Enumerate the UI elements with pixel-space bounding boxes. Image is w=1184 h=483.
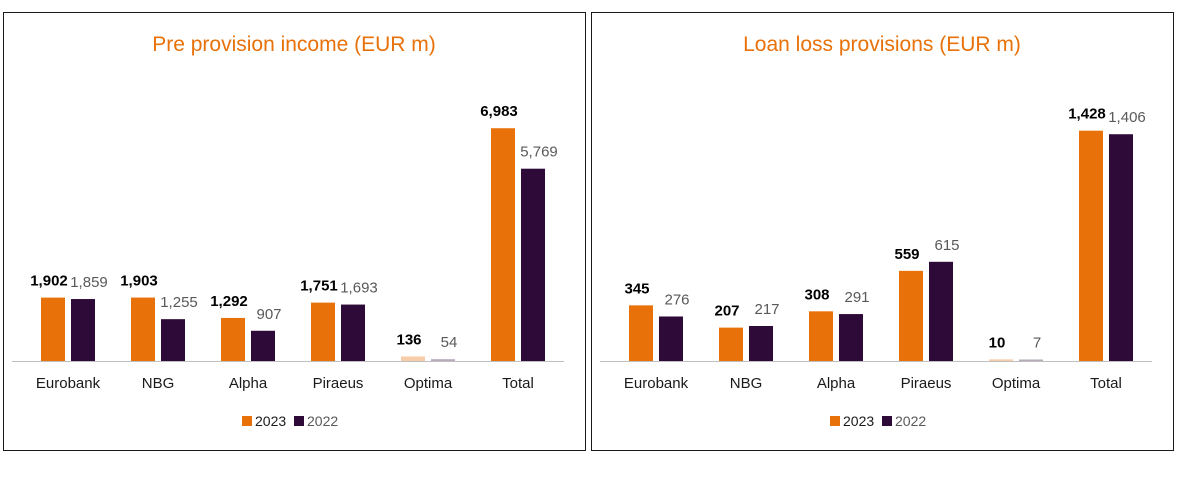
- bar-2023-optima: [401, 356, 425, 361]
- legend-label-2022: 2022: [895, 413, 926, 429]
- chart-title: Pre provision income (EUR m): [152, 33, 436, 56]
- category-label-optima: Optima: [992, 375, 1041, 392]
- bar-2022-piraeus: [341, 304, 365, 361]
- loan-loss-provisions-panel: Loan loss provisions (EUR m) 345 276 Euroba…: [591, 12, 1174, 451]
- loan-loss-provisions-chart: Loan loss provisions (EUR m) 345 276 Euroba…: [600, 33, 1152, 429]
- legend-label-2023: 2023: [255, 413, 286, 429]
- bar-2022-nbg: [749, 326, 773, 361]
- bar-2022-optima: [1019, 359, 1043, 361]
- category-label-piraeus: Piraeus: [313, 375, 364, 392]
- pre-provision-income-chart: Pre provision income (EUR m) 1,902 1,859 Eu…: [12, 33, 564, 429]
- category-label-eurobank: Eurobank: [36, 375, 101, 392]
- data-label-2022-nbg: 217: [754, 301, 779, 318]
- data-label-2022-piraeus: 1,693: [340, 280, 378, 297]
- data-label-2022-nbg: 1,255: [160, 294, 198, 311]
- bar-2022-optima: [431, 359, 455, 361]
- data-label-2022-eurobank: 1,859: [70, 274, 108, 291]
- legend-label-2022: 2022: [307, 413, 338, 429]
- data-label-2023-eurobank: 345: [624, 280, 649, 297]
- legend-label-2023: 2023: [843, 413, 874, 429]
- data-label-2022-total: 5,769: [520, 144, 558, 161]
- bar-2022-total: [521, 168, 545, 361]
- category-label-total: Total: [1090, 375, 1122, 392]
- bar-2023-alpha: [809, 311, 833, 361]
- bar-2022-eurobank: [659, 316, 683, 361]
- data-label-2022-total: 1,406: [1108, 109, 1146, 126]
- bar-2023-total: [1079, 130, 1103, 361]
- bar-2023-piraeus: [899, 270, 923, 361]
- category-label-total: Total: [502, 375, 534, 392]
- category-label-eurobank: Eurobank: [624, 375, 689, 392]
- bar-2022-nbg: [161, 319, 185, 361]
- bar-2023-optima: [989, 359, 1013, 361]
- bar-2022-total: [1109, 134, 1133, 361]
- data-label-2022-alpha: 907: [256, 306, 281, 323]
- bar-2023-nbg: [131, 297, 155, 361]
- data-label-2023-alpha: 308: [804, 286, 829, 303]
- bar-2023-alpha: [221, 317, 245, 361]
- data-label-2023-alpha: 1,292: [210, 293, 248, 310]
- data-label-2023-nbg: 207: [714, 303, 739, 320]
- category-label-alpha: Alpha: [229, 375, 268, 392]
- category-label-piraeus: Piraeus: [901, 375, 952, 392]
- data-label-2022-alpha: 291: [844, 289, 869, 306]
- data-label-2022-optima: 54: [441, 334, 458, 351]
- bar-2023-eurobank: [41, 297, 65, 361]
- bar-2023-total: [491, 128, 515, 361]
- data-label-2023-total: 6,983: [480, 103, 518, 120]
- bar-2023-nbg: [719, 327, 743, 361]
- legend-swatch-2023: [242, 416, 252, 426]
- category-label-alpha: Alpha: [817, 375, 856, 392]
- pre-provision-income-panel: Pre provision income (EUR m) 1,902 1,859 Eu…: [3, 12, 586, 451]
- category-label-nbg: NBG: [730, 375, 763, 392]
- data-label-2022-piraeus: 615: [934, 237, 959, 254]
- data-label-2023-piraeus: 1,751: [300, 278, 338, 295]
- bar-2022-alpha: [251, 330, 275, 361]
- category-label-optima: Optima: [404, 375, 453, 392]
- data-label-2022-eurobank: 276: [664, 291, 689, 308]
- chart-title: Loan loss provisions (EUR m): [743, 33, 1021, 56]
- bar-2023-eurobank: [629, 305, 653, 361]
- data-label-2023-nbg: 1,903: [120, 273, 158, 290]
- data-label-2023-piraeus: 559: [894, 246, 919, 263]
- bar-2022-piraeus: [929, 261, 953, 361]
- data-label-2023-optima: 136: [396, 331, 421, 348]
- legend-swatch-2023: [830, 416, 840, 426]
- data-label-2023-total: 1,428: [1068, 106, 1106, 123]
- bar-2022-eurobank: [71, 299, 95, 361]
- bar-2023-piraeus: [311, 302, 335, 361]
- category-label-nbg: NBG: [142, 375, 175, 392]
- legend-swatch-2022: [294, 416, 304, 426]
- legend-swatch-2022: [882, 416, 892, 426]
- data-label-2023-eurobank: 1,902: [30, 273, 68, 290]
- data-label-2022-optima: 7: [1033, 335, 1041, 352]
- data-label-2023-optima: 10: [989, 334, 1006, 351]
- bar-2022-alpha: [839, 314, 863, 361]
